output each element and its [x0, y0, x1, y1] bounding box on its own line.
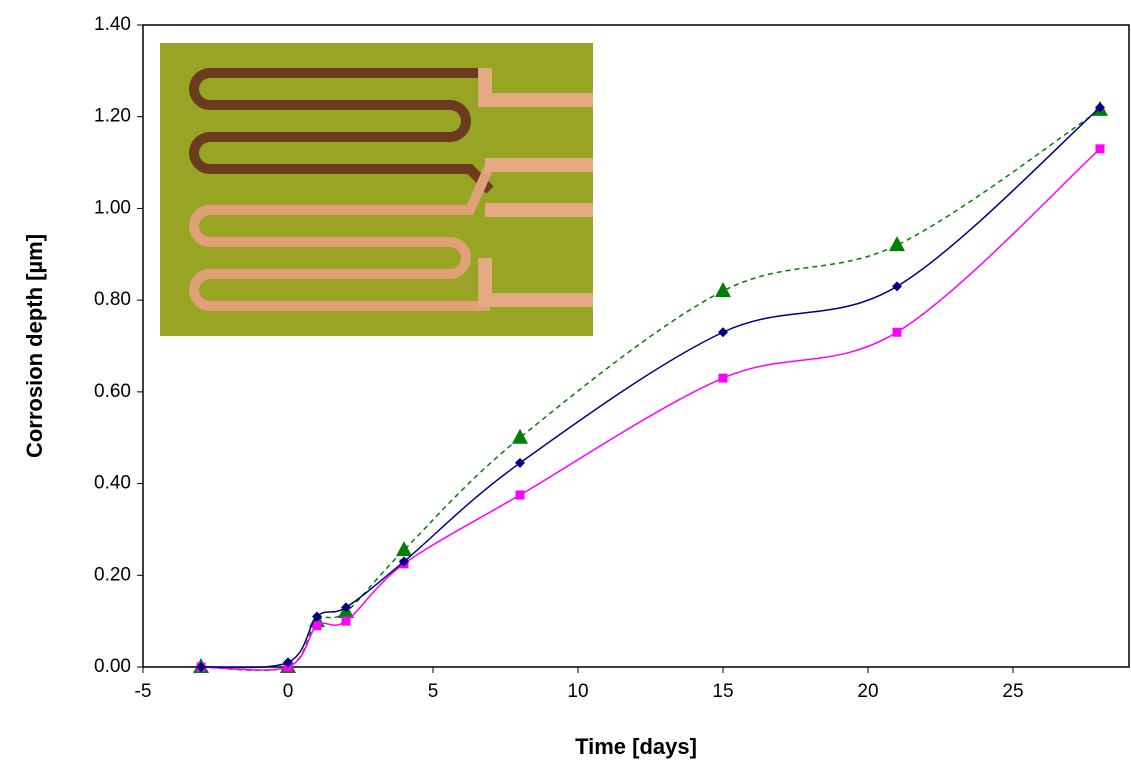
point [515, 457, 525, 468]
point [718, 327, 728, 338]
corroded-trace [189, 68, 494, 194]
x-tick-label: 5 [428, 681, 439, 702]
point [889, 236, 905, 252]
y-tick-label: 1.00 [94, 197, 131, 218]
point [512, 428, 528, 444]
point [312, 611, 322, 622]
pcb-shade [160, 43, 593, 336]
x-tick-label: 20 [857, 681, 878, 702]
x-tick-label: 10 [567, 681, 588, 702]
point [1095, 144, 1105, 154]
x-tick-label: 25 [1002, 681, 1023, 702]
x-tick-label: 0 [283, 681, 294, 702]
y-axis-title: Corrosion depth [µm] [22, 234, 47, 458]
x-tick-label: 15 [712, 681, 733, 702]
y-tick-label: 0.80 [94, 289, 131, 310]
x-tick-label: -5 [135, 681, 152, 702]
point [196, 662, 206, 672]
y-tick-label: 0.20 [94, 564, 131, 585]
point [341, 616, 351, 626]
y-tick-label: 0.60 [94, 381, 131, 402]
series-line [200, 109, 1101, 672]
inset-photo [160, 43, 593, 336]
y-tick-label: 1.40 [94, 14, 131, 35]
copper-pads [478, 68, 593, 307]
point [341, 602, 351, 613]
point [718, 373, 728, 383]
point [399, 556, 409, 567]
point [715, 281, 731, 297]
point [1095, 102, 1105, 113]
point [312, 621, 322, 631]
point [892, 281, 902, 292]
point [515, 490, 525, 500]
y-tick-label: 0.00 [94, 656, 131, 677]
y-tick-label: 1.20 [94, 106, 131, 127]
point [283, 657, 293, 668]
copper-trace [189, 162, 495, 311]
point [892, 327, 902, 337]
y-tick-label: 0.40 [94, 473, 131, 494]
x-axis-title: Time [days] [575, 734, 697, 759]
point [396, 541, 412, 557]
